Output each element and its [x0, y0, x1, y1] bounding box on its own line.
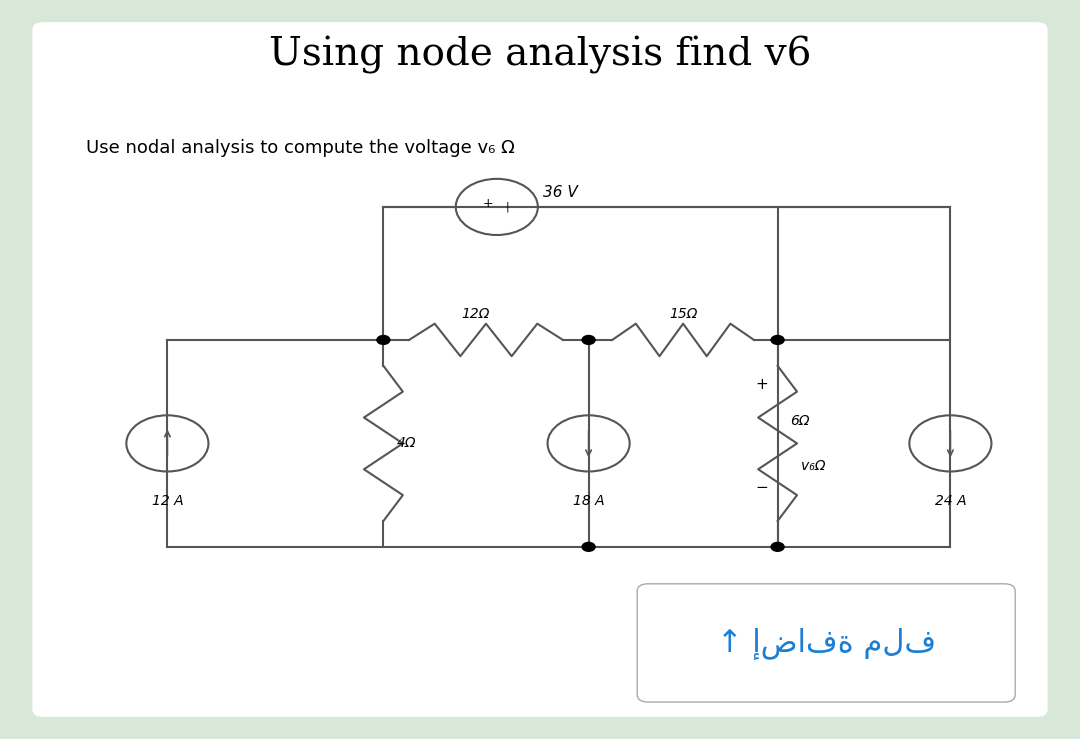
Text: v₆Ω: v₆Ω: [801, 459, 826, 472]
Text: 36 V: 36 V: [543, 185, 578, 200]
Text: 18 A: 18 A: [572, 494, 605, 508]
Text: 12Ω: 12Ω: [461, 307, 489, 321]
Text: Use nodal analysis to compute the voltage v₆ Ω: Use nodal analysis to compute the voltag…: [86, 139, 515, 157]
Circle shape: [771, 542, 784, 551]
Text: +: +: [755, 377, 768, 392]
Text: 6Ω: 6Ω: [791, 415, 810, 428]
Text: 24 A: 24 A: [934, 494, 967, 508]
Text: ↑ إضافة ملف: ↑ إضافة ملف: [717, 627, 935, 659]
Text: 15Ω: 15Ω: [669, 307, 698, 321]
Text: 12 A: 12 A: [151, 494, 184, 508]
Text: Using node analysis find v6: Using node analysis find v6: [269, 36, 811, 75]
Text: −: −: [755, 480, 768, 495]
Text: |: |: [505, 202, 510, 212]
Circle shape: [377, 336, 390, 344]
Circle shape: [771, 336, 784, 344]
Text: 4Ω: 4Ω: [396, 437, 416, 450]
Circle shape: [582, 336, 595, 344]
FancyBboxPatch shape: [32, 22, 1048, 717]
FancyBboxPatch shape: [637, 584, 1015, 702]
Text: +: +: [483, 197, 494, 210]
Circle shape: [582, 542, 595, 551]
